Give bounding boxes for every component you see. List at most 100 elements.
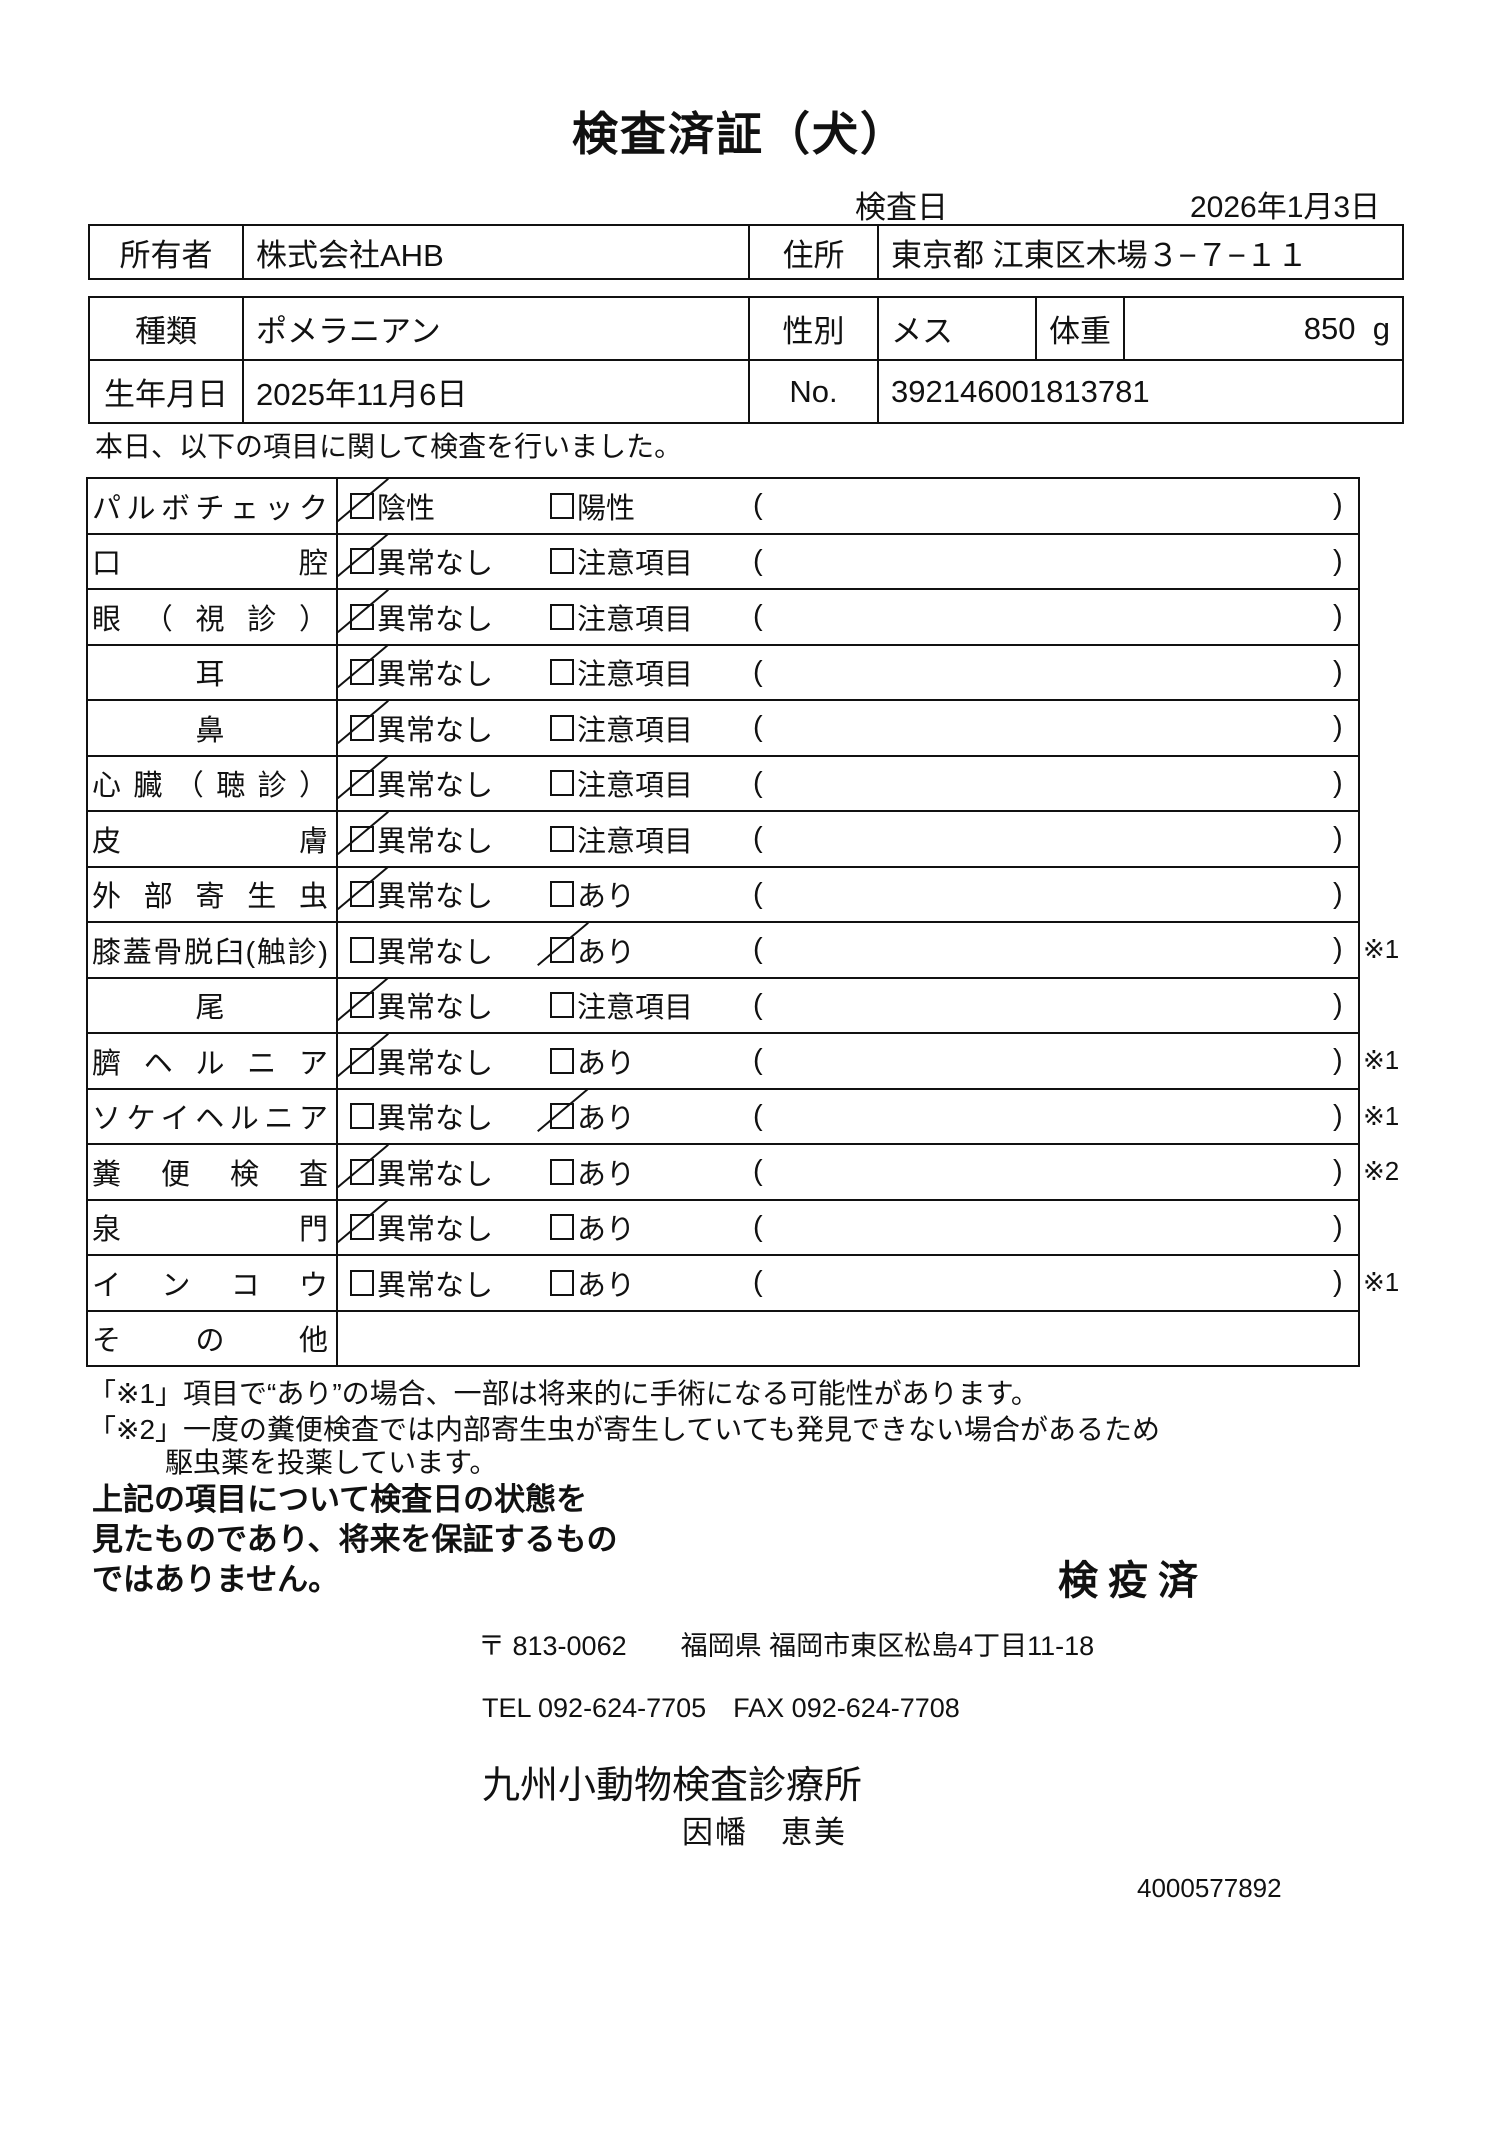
option-2[interactable]: あり — [550, 868, 635, 922]
option-1-label: 異常なし — [377, 881, 494, 914]
checkbox-icon[interactable] — [550, 881, 574, 908]
checkbox-icon[interactable] — [350, 770, 374, 797]
checkbox-icon[interactable] — [350, 1103, 374, 1130]
option-1[interactable]: 異常なし — [350, 757, 493, 811]
checkbox-icon[interactable] — [550, 1047, 574, 1074]
option-2[interactable]: 注意項目 — [550, 979, 693, 1033]
checklist-row: 眼（視診） 異常なし 注意項目 () — [88, 590, 1358, 646]
paren-close: ) — [1333, 822, 1343, 855]
paren-close: ) — [1333, 711, 1343, 744]
option-2[interactable]: あり — [550, 1034, 635, 1088]
checkbox-icon[interactable] — [350, 825, 374, 852]
checkbox-icon[interactable] — [550, 492, 574, 519]
checkbox-icon[interactable] — [550, 1269, 574, 1296]
checkbox-icon[interactable] — [350, 1047, 374, 1074]
inspection-checklist: パルボチェック 陰性 陽性() 口腔 異常なし 注意項目() 眼（視診） 異常なし 注意項目()… — [86, 477, 1399, 1367]
column-divider — [336, 1034, 338, 1088]
option-1-label: 異常なし — [377, 603, 494, 636]
option-1[interactable]: 異常なし — [350, 646, 493, 700]
paren-close: ) — [1333, 489, 1343, 522]
checkbox-icon[interactable] — [550, 659, 574, 686]
paren-close: ) — [1333, 988, 1343, 1021]
option-2[interactable]: 注意項目 — [550, 701, 693, 755]
checkbox-icon[interactable] — [350, 603, 374, 630]
sex-value: メス — [877, 296, 1037, 361]
checkbox-icon[interactable] — [550, 936, 574, 963]
paren-open: ( — [753, 1210, 763, 1243]
clinic-address: 〒 813-0062 福岡県 福岡市東区松島4丁目11-18 — [478, 1631, 1095, 1661]
checkbox-icon[interactable] — [550, 770, 574, 797]
item-label: 心臓（聴診） — [92, 757, 330, 811]
option-1-label: 異常なし — [377, 1269, 494, 1302]
option-1[interactable]: 異常なし — [350, 923, 493, 977]
checklist-row: 膝蓋骨脱臼(触診) 異常なし あり () ※1 — [88, 923, 1399, 979]
option-1-label: 異常なし — [377, 1214, 494, 1247]
option-1[interactable]: 異常なし — [350, 535, 493, 589]
weight-number: 850 — [1303, 310, 1356, 346]
checkbox-icon[interactable] — [550, 992, 574, 1019]
option-1[interactable]: 異常なし — [350, 1201, 493, 1255]
option-1[interactable]: 異常なし — [350, 1090, 493, 1144]
option-1[interactable]: 陰性 — [350, 479, 435, 533]
option-1[interactable]: 異常なし — [350, 1256, 493, 1310]
checkbox-icon[interactable] — [350, 1269, 374, 1296]
document-code: 4000577892 — [1137, 1873, 1282, 1903]
option-2[interactable]: あり — [550, 923, 635, 977]
option-1[interactable]: 異常なし — [350, 1145, 493, 1199]
checkbox-icon[interactable] — [550, 714, 574, 741]
option-1-label: 異常なし — [377, 548, 494, 581]
item-label: 臍ヘルニア — [92, 1034, 330, 1088]
option-2[interactable]: 注意項目 — [550, 590, 693, 644]
paren-open: ( — [753, 600, 763, 633]
quarantine-stamp: 検疫済 — [1058, 1559, 1208, 1603]
option-2[interactable]: 陽性 — [550, 479, 635, 533]
option-1[interactable]: 異常なし — [350, 701, 493, 755]
checkbox-icon[interactable] — [550, 548, 574, 575]
option-2[interactable]: 注意項目 — [550, 646, 693, 700]
checkbox-icon[interactable] — [350, 881, 374, 908]
option-2-label: あり — [577, 936, 636, 969]
checkbox-icon[interactable] — [350, 492, 374, 519]
checkbox-icon[interactable] — [550, 1214, 574, 1241]
option-1[interactable]: 異常なし — [350, 590, 493, 644]
note-2-cont: 駆虫薬を投薬しています。 — [165, 1447, 498, 1478]
checkbox-icon[interactable] — [550, 1158, 574, 1185]
option-2[interactable]: あり — [550, 1201, 635, 1255]
option-2[interactable]: あり — [550, 1256, 635, 1310]
disclaimer-line: ではありません。 — [92, 1562, 340, 1597]
checkbox-icon[interactable] — [550, 603, 574, 630]
checkbox-icon[interactable] — [350, 1158, 374, 1185]
checkbox-icon[interactable] — [350, 548, 374, 575]
option-1[interactable]: 異常なし — [350, 979, 493, 1033]
checkbox-icon[interactable] — [350, 1214, 374, 1241]
checkbox-icon[interactable] — [350, 992, 374, 1019]
option-2-label: あり — [577, 881, 636, 914]
checklist-row: 心臓（聴診） 異常なし 注意項目 () — [88, 756, 1358, 812]
option-1[interactable]: 異常なし — [350, 868, 493, 922]
checkbox-icon[interactable] — [550, 1103, 574, 1130]
option-2[interactable]: あり — [550, 1145, 635, 1199]
checkbox-icon[interactable] — [550, 825, 574, 852]
paren-close: ) — [1333, 766, 1343, 799]
checkbox-icon[interactable] — [350, 714, 374, 741]
checklist-row: 皮膚 異常なし 注意項目 () — [88, 812, 1358, 868]
option-1[interactable]: 異常なし — [350, 1034, 493, 1088]
option-1[interactable]: 異常なし — [350, 812, 493, 866]
item-label: 膝蓋骨脱臼(触診) — [92, 923, 330, 977]
option-2[interactable]: 注意項目 — [550, 812, 693, 866]
weight-label: 体重 — [1035, 296, 1125, 361]
paren-close: ) — [1333, 877, 1343, 910]
item-label-text: 臍ヘルニア — [92, 1047, 328, 1080]
option-2[interactable]: あり — [550, 1090, 635, 1144]
note-2: 「※2」一度の糞便検査では内部寄生虫が寄生していても発見できない場合があるため — [88, 1414, 1160, 1445]
option-2-label: 注意項目 — [577, 825, 694, 858]
checklist-row: 糞便検査 異常なし あり () ※2 — [88, 1145, 1399, 1201]
paren-open: ( — [753, 988, 763, 1021]
owner-label: 所有者 — [88, 224, 244, 280]
checkbox-icon[interactable] — [350, 659, 374, 686]
option-2-label: 注意項目 — [577, 992, 694, 1025]
option-2[interactable]: 注意項目 — [550, 535, 693, 589]
item-label: パルボチェック — [92, 479, 330, 533]
checkbox-icon[interactable] — [350, 936, 374, 963]
option-2[interactable]: 注意項目 — [550, 757, 693, 811]
